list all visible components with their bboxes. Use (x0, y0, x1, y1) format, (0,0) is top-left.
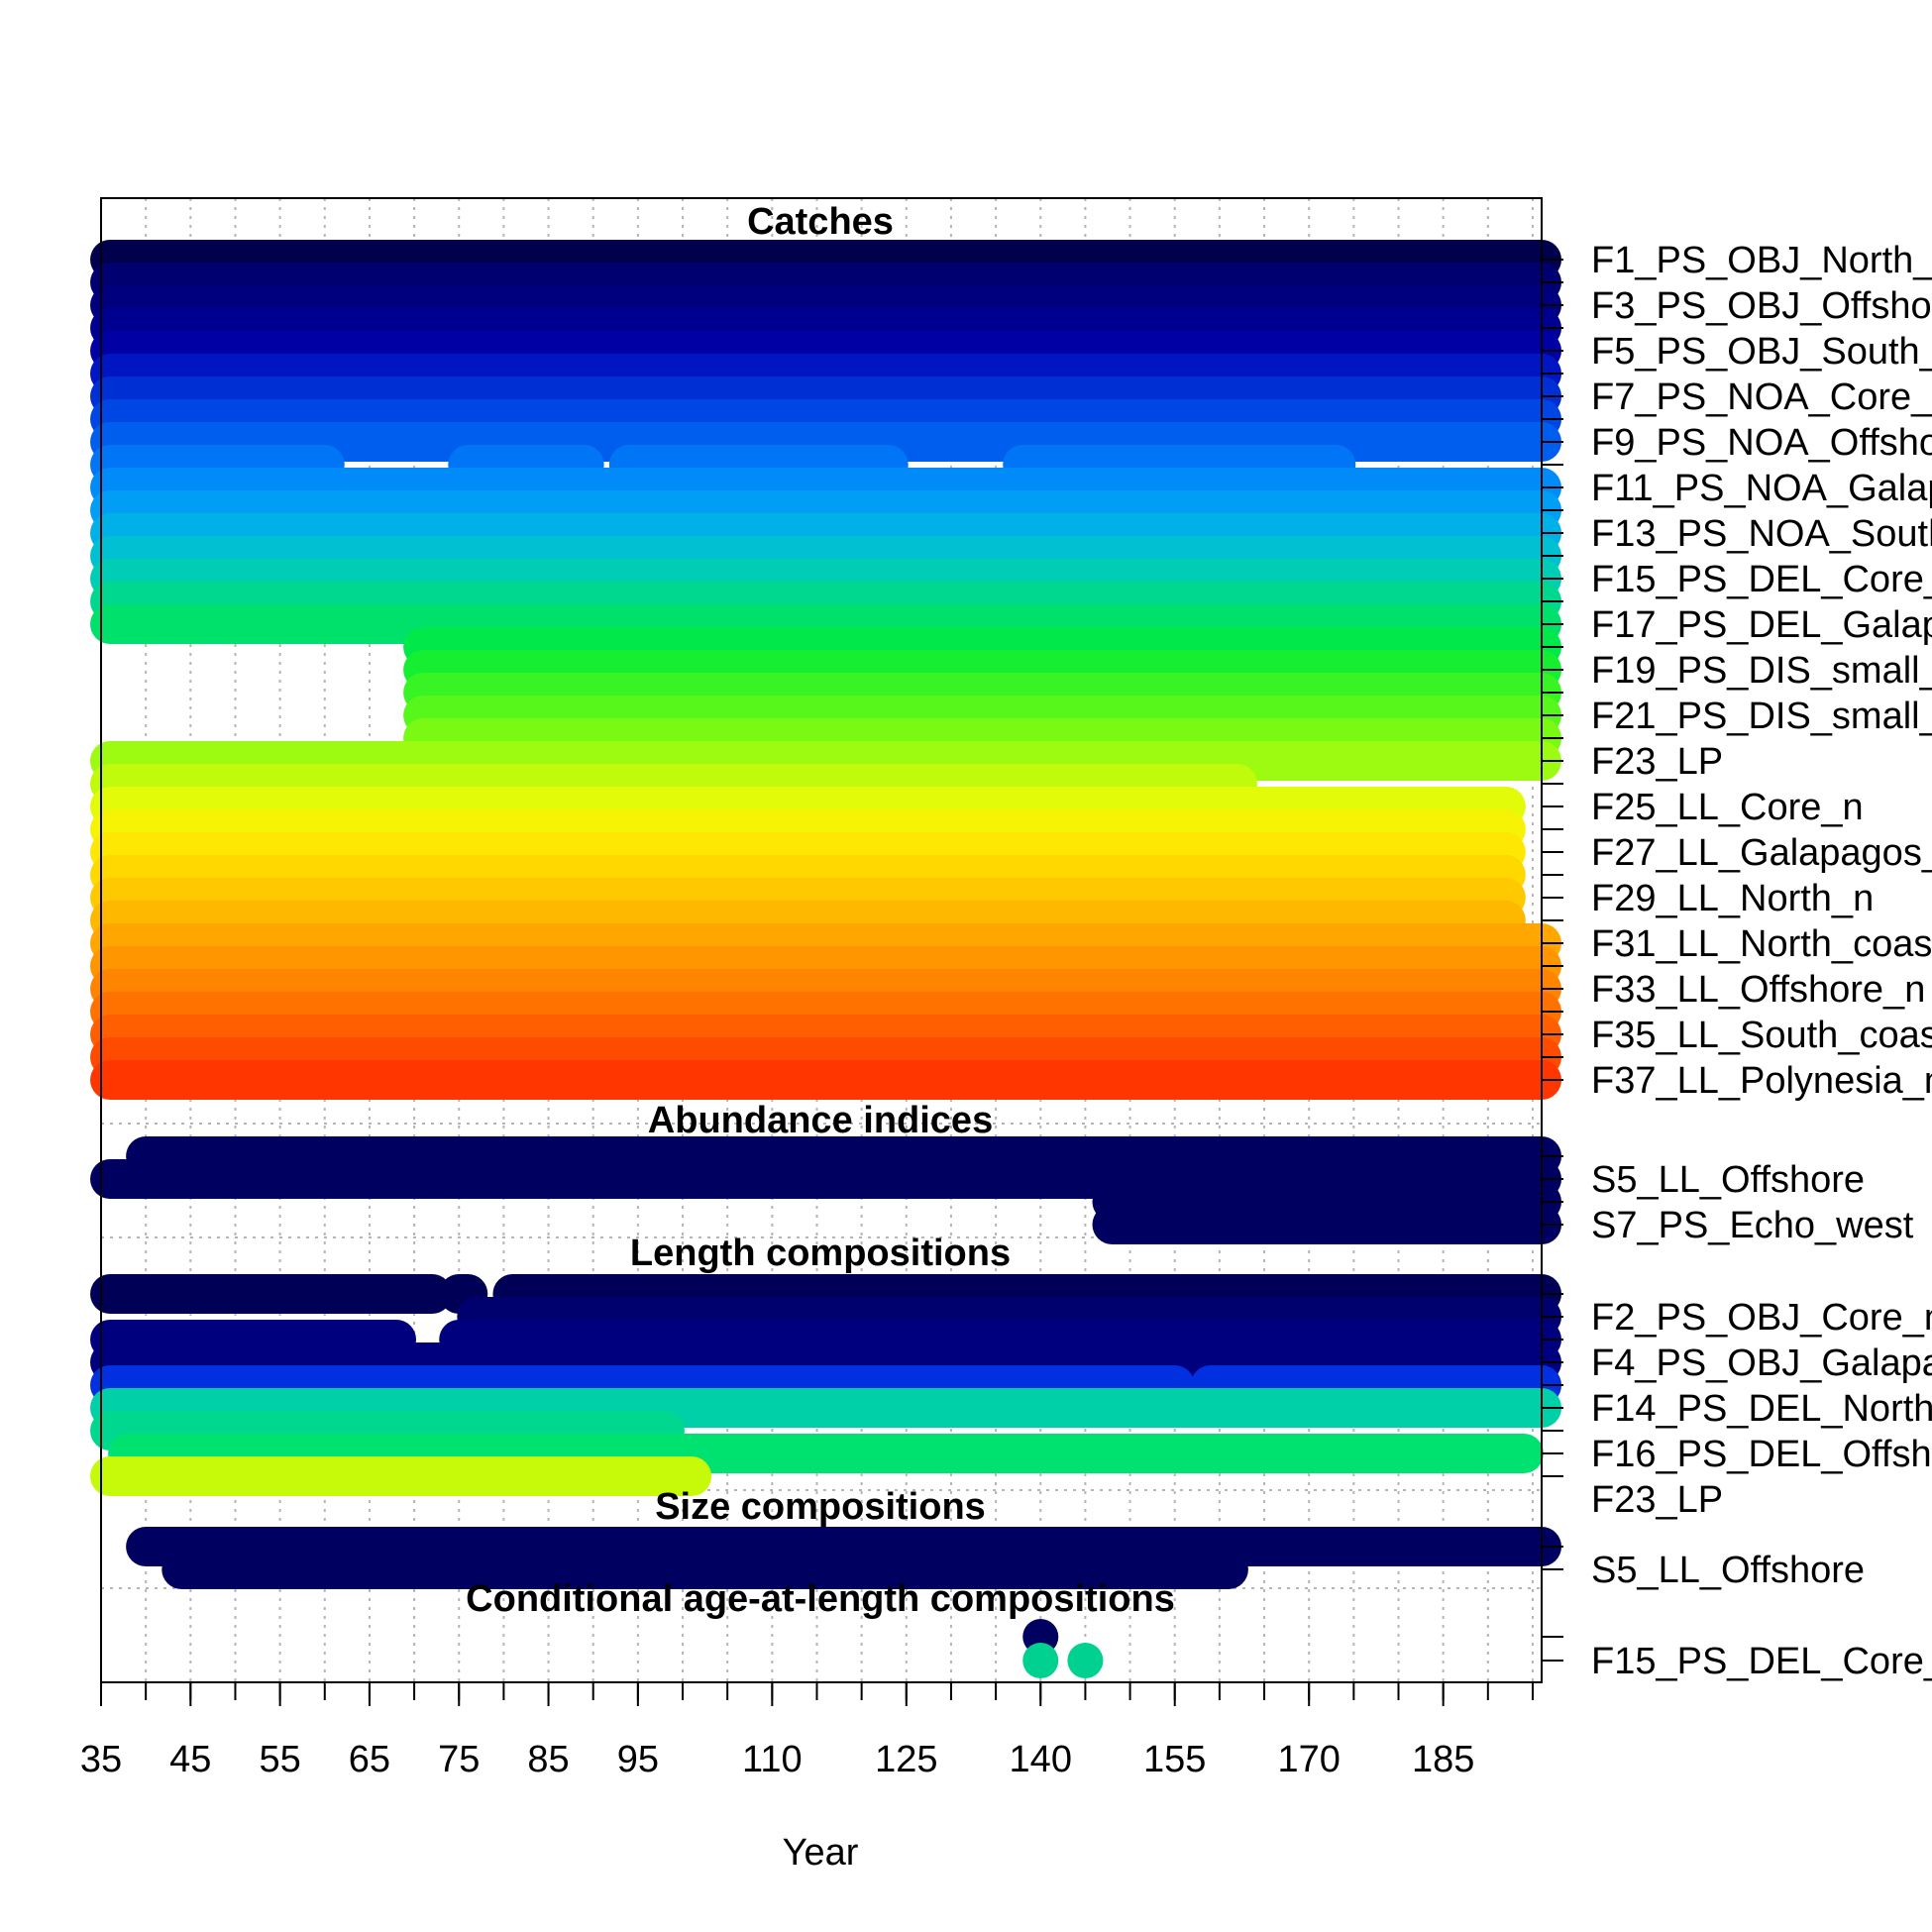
y-tick-label: F1_PS_OBJ_North_n (1591, 240, 1932, 281)
y-tick-label: F21_PS_DIS_small_n (1591, 696, 1932, 737)
y-tick-label: F35_LL_South_coast_n (1591, 1015, 1932, 1056)
y-tick-label: F13_PS_NOA_South_n (1591, 513, 1932, 555)
x-tick-label: 125 (875, 1739, 937, 1780)
x-tick-label: 95 (617, 1739, 659, 1780)
y-tick-label: F15_PS_DEL_Core_n (1591, 559, 1932, 600)
section-title: Catches (747, 201, 894, 243)
y-tick-label: F14_PS_DEL_North_n (1591, 1388, 1932, 1430)
x-axis: 35 45 55 65 75 85 95 110 125 140 155 170 185 (80, 1681, 1534, 1780)
y-tick-label: F29_LL_North_n (1591, 878, 1874, 919)
section-title: Abundance indices (648, 1100, 993, 1141)
x-tick-label: 110 (742, 1739, 803, 1780)
fleet-data-point (1067, 1643, 1104, 1678)
y-tick-label: F17_PS_DEL_Galapagos_n (1591, 604, 1932, 646)
x-tick-label: 35 (80, 1739, 122, 1780)
x-tick-label: 85 (527, 1739, 569, 1780)
y-tick-label: F31_LL_North_coast_n (1591, 923, 1932, 965)
x-tick-label: 75 (438, 1739, 480, 1780)
y-tick-label: F9_PS_NOA_Offshore_n (1591, 422, 1932, 464)
y-tick-label: F37_LL_Polynesia_n (1591, 1060, 1932, 1102)
y-axis: F1_PS_OBJ_North_nF3_PS_OBJ_Offshore_nF5_… (1542, 240, 1932, 1682)
section-titles: Catches Abundance indices Length compositi… (466, 201, 1175, 1620)
y-tick-label: F15_PS_DEL_Core_n (1591, 1641, 1932, 1682)
x-tick-label: 170 (1277, 1739, 1340, 1780)
x-tick-label: 55 (259, 1739, 300, 1780)
data-marks (90, 240, 1561, 1678)
y-tick-label: S7_PS_Echo_west (1591, 1205, 1914, 1246)
x-tick-label: 155 (1143, 1739, 1206, 1780)
y-tick-label: F11_PS_NOA_Galapagos_n (1591, 468, 1932, 509)
x-tick-label: 65 (349, 1739, 390, 1780)
y-tick-label: F33_LL_Offshore_n (1591, 969, 1925, 1011)
y-tick-label: F23_LP (1591, 1479, 1723, 1521)
section-title: Size compositions (655, 1486, 986, 1528)
y-tick-label: F4_PS_OBJ_Galapagos_n (1591, 1342, 1932, 1384)
section-title: Conditional age-at-length compositions (466, 1578, 1175, 1620)
y-tick-label: F3_PS_OBJ_Offshore_n (1591, 285, 1932, 327)
y-tick-label: F25_LL_Core_n (1591, 787, 1864, 828)
y-tick-label: S5_LL_Offshore (1591, 1159, 1865, 1201)
y-tick-label: F2_PS_OBJ_Core_n (1591, 1297, 1932, 1339)
x-tick-label: 45 (169, 1739, 211, 1780)
y-tick-label: F7_PS_NOA_Core_n (1591, 376, 1932, 418)
y-tick-label: F5_PS_OBJ_South_n (1591, 331, 1932, 373)
y-tick-label: F19_PS_DIS_small_n (1591, 650, 1932, 692)
x-tick-label: 140 (1010, 1739, 1072, 1780)
x-tick-label: 185 (1412, 1739, 1474, 1780)
section-title: Length compositions (630, 1233, 1011, 1274)
y-tick-label: S5_LL_Offshore (1591, 1550, 1865, 1591)
y-tick-label: F27_LL_Galapagos_n (1591, 832, 1932, 874)
x-axis-label: Year (783, 1832, 859, 1874)
y-tick-label: F16_PS_DEL_Offshore_n (1591, 1434, 1932, 1475)
fleet-data-point (1022, 1643, 1059, 1678)
y-tick-label: F23_LP (1591, 741, 1723, 783)
